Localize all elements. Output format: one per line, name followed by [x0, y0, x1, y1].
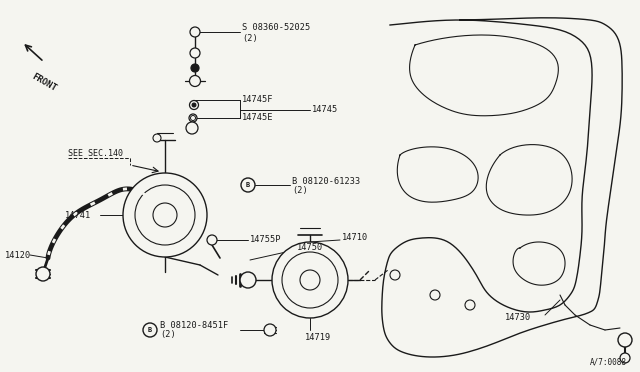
Circle shape	[465, 300, 475, 310]
Circle shape	[264, 324, 276, 336]
Text: 14750: 14750	[297, 243, 323, 251]
Text: (2): (2)	[242, 33, 258, 42]
Text: B 08120-8451F: B 08120-8451F	[160, 321, 228, 330]
Text: (2): (2)	[160, 330, 176, 340]
Text: 14755P: 14755P	[250, 235, 282, 244]
Circle shape	[300, 270, 320, 290]
Text: S 08360-52025: S 08360-52025	[242, 23, 310, 32]
Circle shape	[36, 267, 50, 281]
Circle shape	[430, 290, 440, 300]
Circle shape	[135, 185, 195, 245]
Circle shape	[207, 235, 217, 245]
Text: 14730: 14730	[505, 314, 531, 323]
Text: 14745F: 14745F	[242, 96, 273, 105]
Circle shape	[189, 114, 197, 122]
Circle shape	[190, 27, 200, 37]
Text: 14710: 14710	[342, 232, 368, 241]
Circle shape	[282, 252, 338, 308]
Circle shape	[618, 333, 632, 347]
Circle shape	[123, 173, 207, 257]
Text: 14120: 14120	[5, 250, 31, 260]
Text: (2): (2)	[292, 186, 308, 196]
Circle shape	[620, 353, 630, 363]
Circle shape	[189, 76, 200, 87]
Text: B 08120-61233: B 08120-61233	[292, 176, 360, 186]
Circle shape	[153, 134, 161, 142]
Circle shape	[272, 242, 348, 318]
Circle shape	[143, 323, 157, 337]
Circle shape	[190, 48, 200, 58]
Text: B: B	[148, 327, 152, 333]
Text: 14741: 14741	[65, 211, 92, 219]
Circle shape	[390, 270, 400, 280]
Circle shape	[192, 103, 196, 107]
Circle shape	[189, 100, 198, 109]
Text: FRONT: FRONT	[30, 72, 58, 93]
Text: 14745: 14745	[312, 106, 339, 115]
Text: SEE SEC.140: SEE SEC.140	[68, 148, 123, 157]
Text: B: B	[246, 182, 250, 188]
Text: 14719: 14719	[305, 334, 332, 343]
Circle shape	[191, 115, 195, 121]
Text: A/7:0088: A/7:0088	[590, 357, 627, 366]
Circle shape	[241, 178, 255, 192]
Circle shape	[186, 122, 198, 134]
Circle shape	[191, 64, 199, 72]
Circle shape	[240, 272, 256, 288]
Circle shape	[153, 203, 177, 227]
Text: 14745E: 14745E	[242, 113, 273, 122]
